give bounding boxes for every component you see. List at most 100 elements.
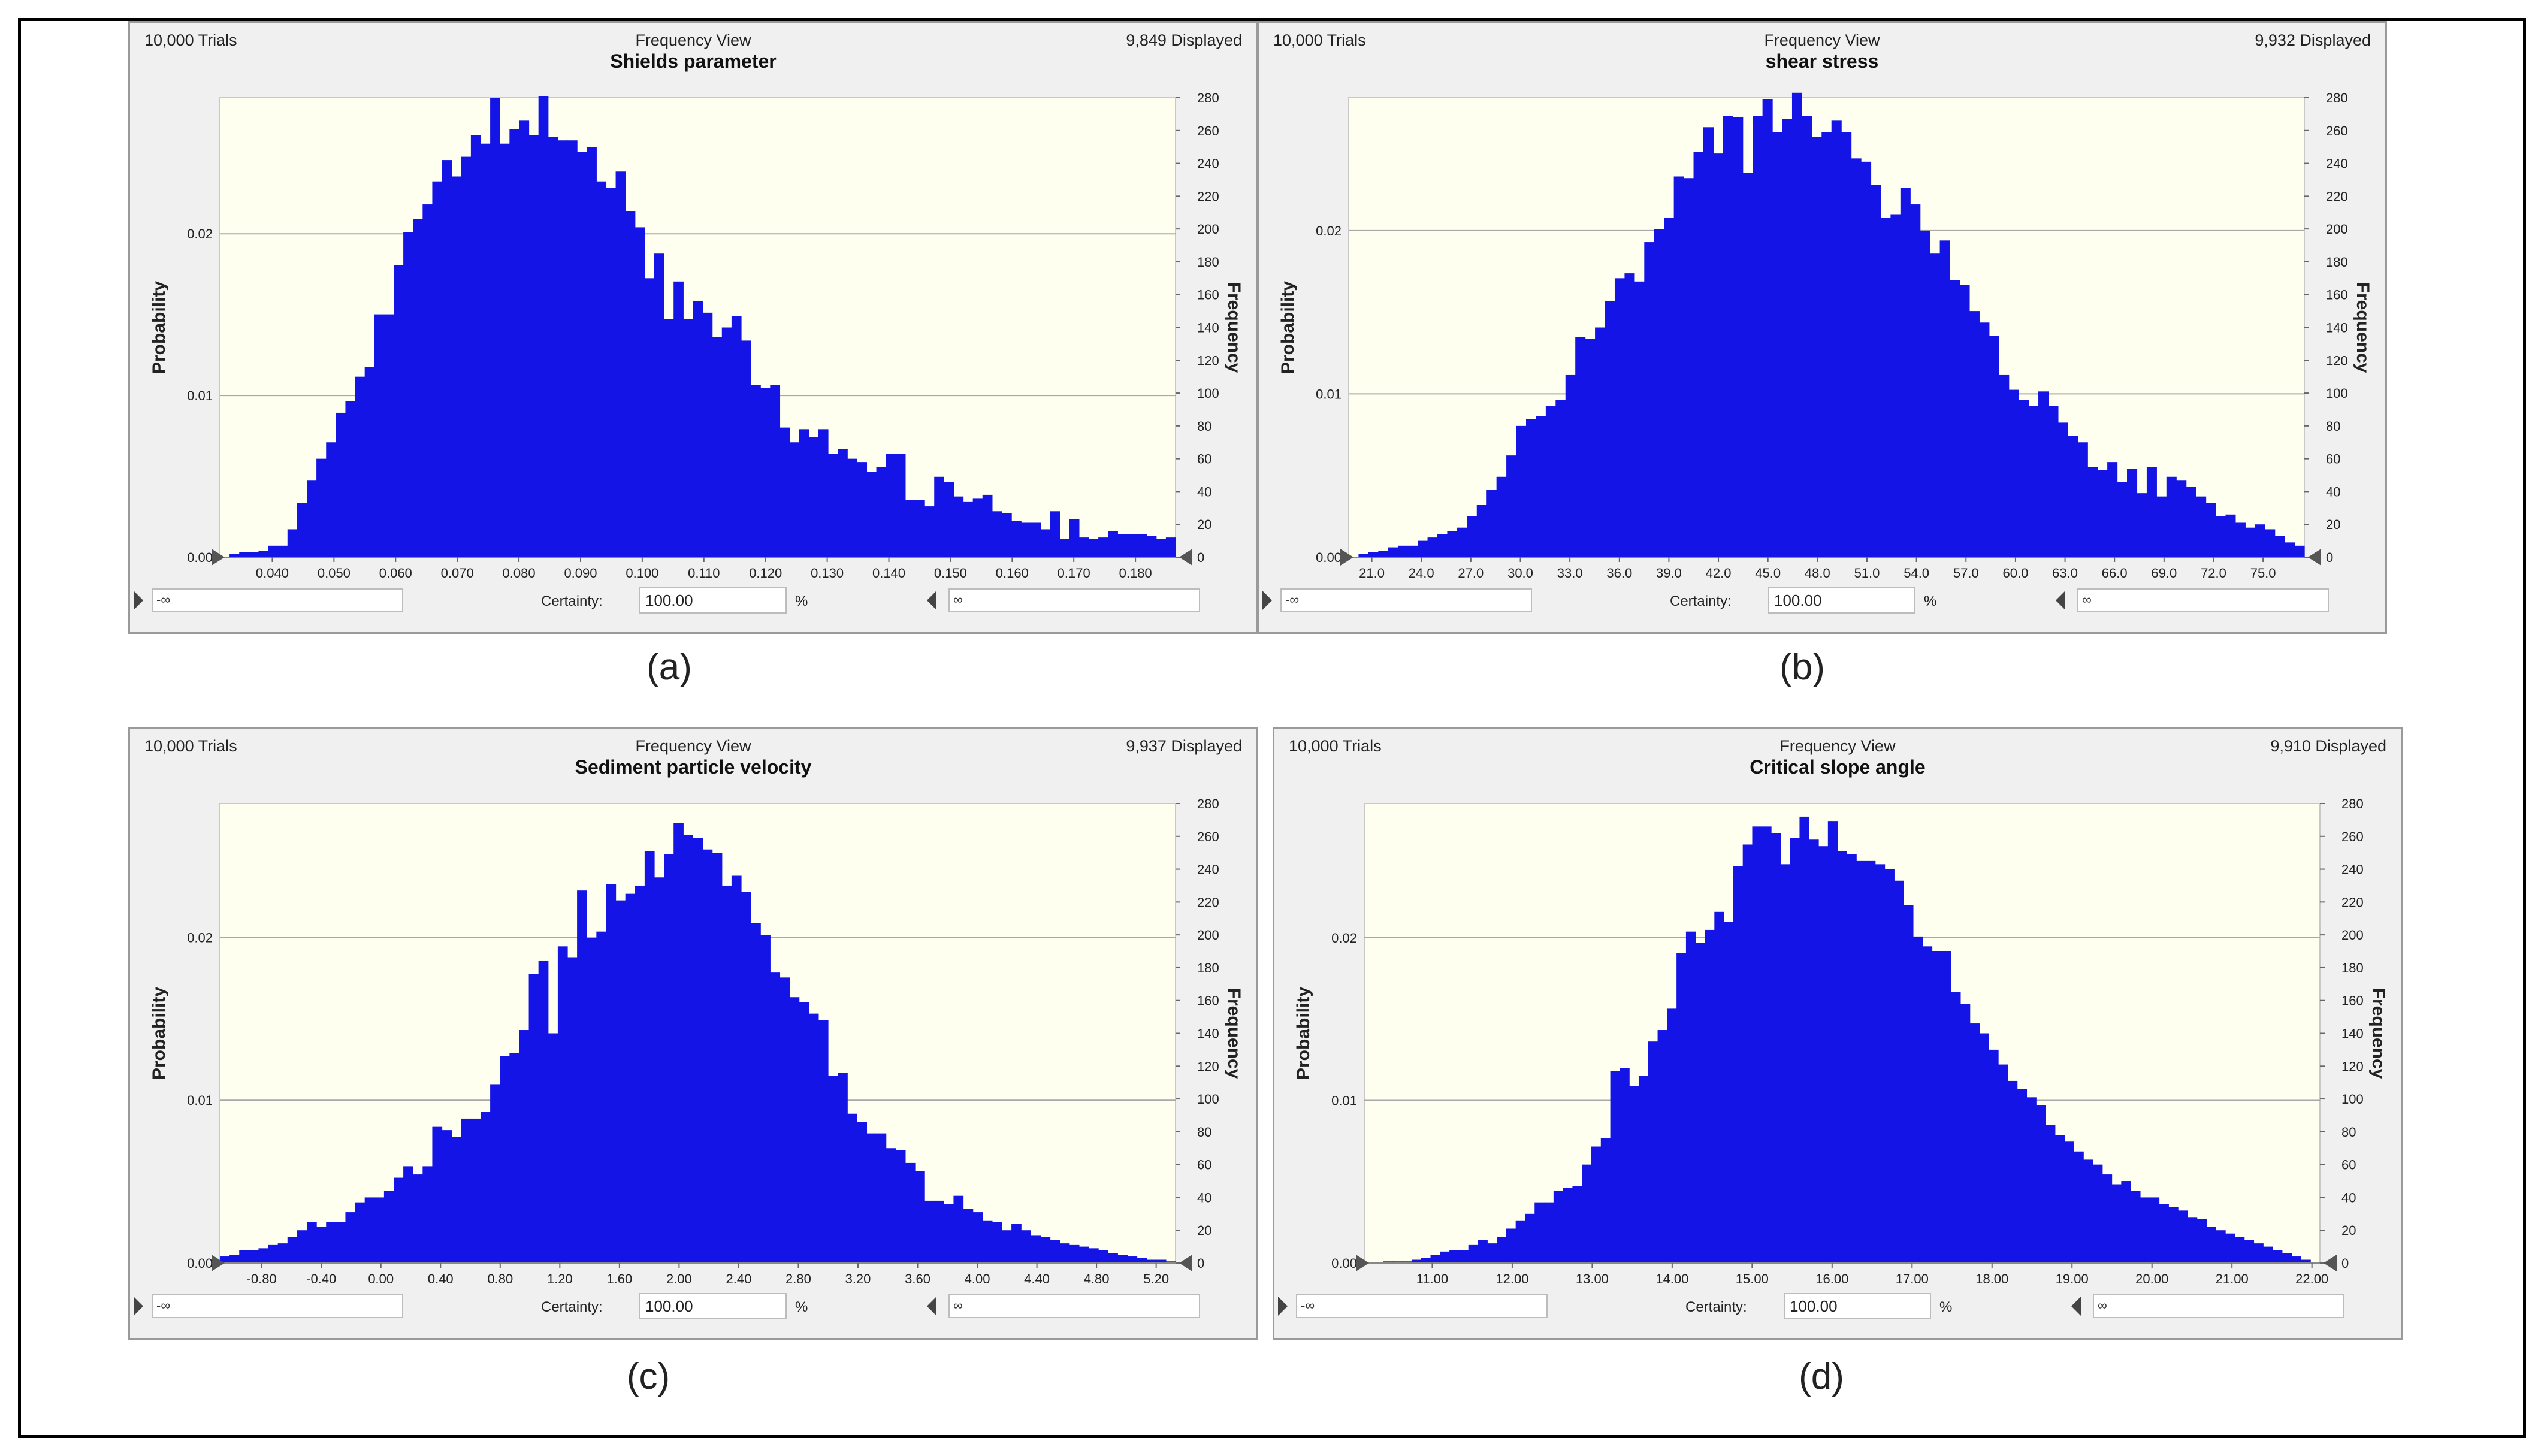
histogram-bar: [905, 500, 916, 558]
right-grab-handle[interactable]: [1179, 549, 1192, 566]
histogram-bar: [1847, 854, 1857, 1263]
y-freq-tick-label: 200: [2341, 928, 2364, 943]
left-range-arrow[interactable]: [134, 1297, 143, 1316]
histogram-bar: [1553, 1191, 1564, 1263]
y-freq-tick-label: 240: [2341, 862, 2364, 877]
histogram-bar: [1654, 229, 1664, 557]
histogram-bar: [982, 1220, 993, 1263]
histogram-bar: [1884, 869, 1895, 1263]
histogram-bar: [1402, 1261, 1412, 1263]
histogram-bar: [1791, 92, 1802, 557]
left-range-arrow[interactable]: [134, 591, 143, 610]
trials-count: 10,000 Trials: [144, 31, 237, 49]
histogram-bar: [1811, 137, 1822, 558]
y-prob-tick-label: 0.02: [1331, 931, 1357, 946]
x-tick-label: 0.060: [379, 566, 412, 581]
histogram-bar: [673, 823, 684, 1263]
histogram-bar: [2245, 527, 2256, 557]
histogram-bar: [2068, 436, 2078, 557]
y-axis-title-frequency: Frequency: [2368, 988, 2388, 1079]
left-grab-handle[interactable]: [212, 1255, 225, 1271]
histogram-bar: [1156, 1259, 1167, 1263]
chart-title: Shields parameter: [610, 50, 777, 72]
right-grab-handle[interactable]: [2308, 549, 2321, 566]
histogram-bar: [683, 835, 694, 1263]
x-tick-label: 13.00: [1576, 1271, 1609, 1286]
chart-title: shear stress: [1765, 50, 1879, 72]
left-range-arrow[interactable]: [1278, 1297, 1288, 1316]
histogram-bar: [249, 552, 259, 557]
x-tick-label: 0.00: [368, 1271, 394, 1286]
histogram-bar: [239, 1250, 249, 1263]
right-range-field[interactable]: ∞: [948, 588, 1200, 612]
histogram-bar: [847, 458, 857, 557]
x-tick-label: 0.140: [872, 566, 905, 581]
histogram-bar: [1693, 152, 1704, 557]
histogram-bar: [2244, 1240, 2255, 1263]
histogram-bar: [1894, 880, 1904, 1263]
histogram-bar: [606, 884, 617, 1263]
histogram-bar: [587, 938, 597, 1263]
certainty-input[interactable]: 100.00: [639, 587, 787, 614]
histogram-bar: [1165, 1261, 1176, 1263]
histogram-bar: [1799, 816, 1809, 1263]
right-range-field[interactable]: ∞: [948, 1294, 1200, 1318]
x-tick-label: 2.80: [785, 1271, 811, 1286]
certainty-input[interactable]: 100.00: [1784, 1293, 1931, 1319]
histogram-bar: [470, 1118, 481, 1263]
left-grab-handle[interactable]: [1340, 549, 1353, 566]
histogram-bar: [1841, 132, 1852, 557]
histogram-bar: [345, 1212, 356, 1263]
histogram-bar: [838, 1073, 848, 1263]
right-range-arrow[interactable]: [2056, 591, 2065, 610]
histogram-bar: [1790, 838, 1800, 1263]
right-range-arrow[interactable]: [2071, 1297, 2081, 1316]
y-freq-tick-label: 240: [1197, 156, 1219, 171]
right-grab-handle[interactable]: [2324, 1255, 2337, 1271]
x-tick-label: 15.00: [1736, 1271, 1769, 1286]
left-grab-handle[interactable]: [212, 549, 225, 566]
left-range-field[interactable]: -∞: [1280, 588, 1532, 612]
histogram-bar: [1614, 278, 1625, 557]
histogram-bar: [355, 376, 365, 557]
left-range-field[interactable]: -∞: [152, 1294, 403, 1318]
certainty-input[interactable]: 100.00: [639, 1293, 787, 1319]
right-grab-handle[interactable]: [1179, 1255, 1192, 1271]
histogram-bar: [307, 480, 317, 557]
right-range-arrow[interactable]: [927, 1297, 936, 1316]
histogram-bar: [587, 147, 597, 557]
right-range-field[interactable]: ∞: [2077, 588, 2329, 612]
certainty-input[interactable]: 100.00: [1768, 587, 1915, 614]
histogram-bar: [1496, 476, 1507, 557]
y-prob-tick-label: 0.01: [1316, 386, 1342, 401]
y-freq-tick-label: 60: [1197, 1158, 1211, 1173]
y-freq-tick-label: 260: [1197, 123, 1219, 138]
left-range-field[interactable]: -∞: [152, 588, 403, 612]
histogram-bar: [1939, 240, 1950, 557]
left-range-arrow[interactable]: [1262, 591, 1272, 610]
right-range-arrow[interactable]: [927, 591, 936, 610]
y-prob-tick-label: 0.01: [187, 1093, 213, 1108]
histogram-bar: [2140, 1197, 2150, 1263]
histogram-bar: [731, 875, 742, 1263]
histogram-bar: [992, 511, 1002, 557]
histogram-bar: [770, 972, 781, 1263]
percent-label: %: [795, 1299, 808, 1315]
left-grab-handle[interactable]: [1356, 1255, 1369, 1271]
histogram-bar: [1762, 99, 1773, 557]
x-tick-label: 30.0: [1507, 566, 1533, 581]
histogram-bar: [557, 140, 568, 558]
y-prob-tick-label: 0.01: [187, 388, 213, 403]
y-freq-tick-label: 80: [2341, 1125, 2356, 1140]
histogram-bar: [635, 227, 645, 557]
x-tick-label: 14.00: [1655, 1271, 1688, 1286]
histogram-bar: [924, 506, 935, 557]
left-range-field[interactable]: -∞: [1296, 1294, 1548, 1318]
histogram-bar: [1685, 931, 1696, 1263]
right-range-field[interactable]: ∞: [2093, 1294, 2344, 1318]
x-tick-label: 2.00: [666, 1271, 692, 1286]
histogram-bar: [1624, 273, 1635, 557]
y-axis-title-probability: Probability: [149, 987, 169, 1080]
histogram-bar: [1950, 280, 1960, 557]
histogram-bar: [277, 545, 288, 557]
